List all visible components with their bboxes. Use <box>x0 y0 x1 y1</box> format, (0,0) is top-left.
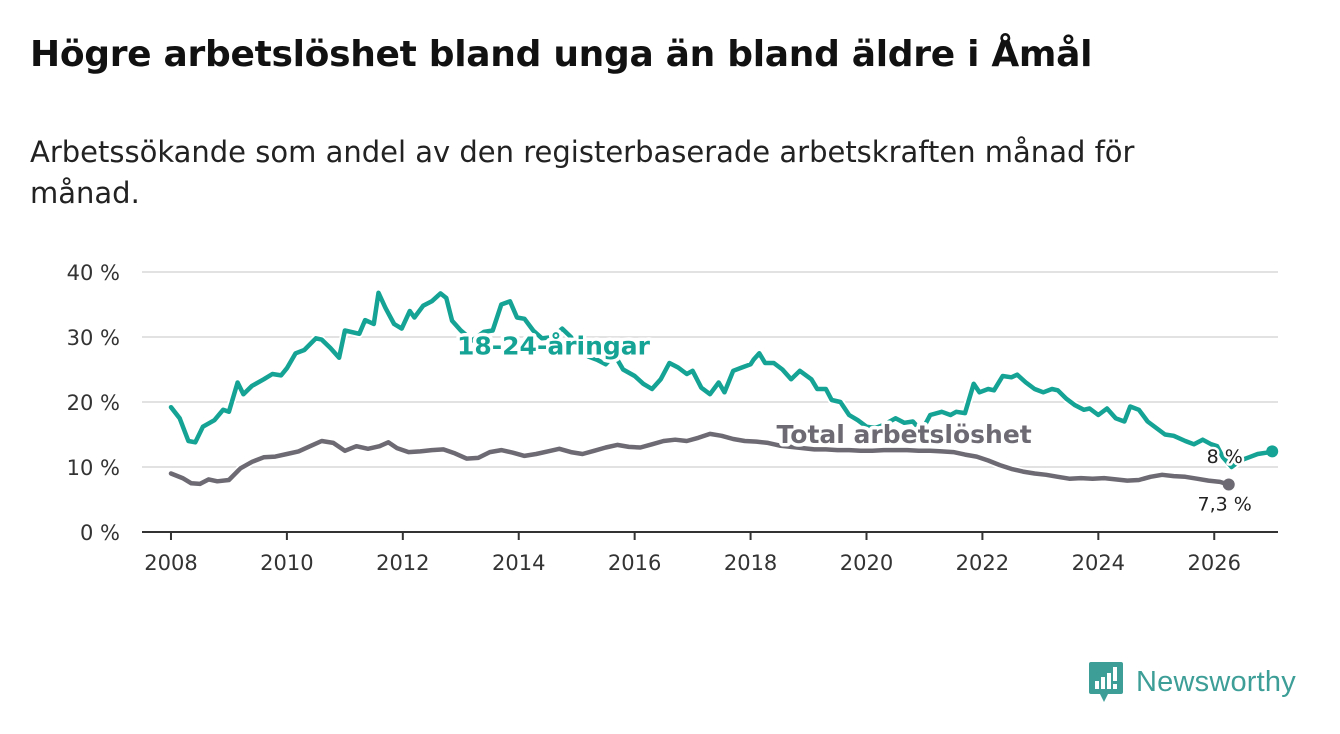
y-tick-label: 10 % <box>67 456 120 480</box>
x-tick-label: 2010 <box>260 551 313 575</box>
series-line <box>168 431 1231 487</box>
series-labels: 18-24-åringar Total arbetslöshet 8 % 7,3 % <box>454 328 1255 518</box>
brand-name: Newsworthy <box>1136 665 1296 698</box>
x-tick-label: 2008 <box>144 551 197 575</box>
series-end-point <box>1266 445 1279 458</box>
x-tick-label: 2014 <box>492 551 545 575</box>
x-tick-label: 2016 <box>608 551 661 575</box>
x-tick-label: 2024 <box>1072 551 1125 575</box>
series-end-label: 8 % <box>1207 446 1243 468</box>
series-line <box>168 290 1275 470</box>
x-tick-label: 2026 <box>1188 551 1241 575</box>
x-tick-label: 2018 <box>724 551 777 575</box>
series-lines <box>167 288 1279 491</box>
gridlines <box>142 271 1278 468</box>
newsworthy-logo-icon <box>1089 662 1123 702</box>
chart-subtitle: Arbetssökande som andel av den registerb… <box>30 135 1135 210</box>
y-tick-label: 40 % <box>67 261 120 285</box>
x-tick-label: 2020 <box>840 551 893 575</box>
series-end-point <box>1222 478 1235 491</box>
series-end-label: 7,3 % <box>1198 494 1252 516</box>
y-tick-label: 20 % <box>67 391 120 415</box>
y-tick-label: 30 % <box>67 326 120 350</box>
x-tick-label: 2022 <box>956 551 1009 575</box>
series-name-label: 18-24-åringar <box>457 332 651 361</box>
chart-title: Högre arbetslöshet bland unga än bland ä… <box>30 34 1093 75</box>
series-name-label: Total arbetslöshet <box>777 420 1032 449</box>
y-tick-label: 0 % <box>80 521 120 545</box>
x-tick-label: 2012 <box>376 551 429 575</box>
axes: 0 % 10 % 20 % 30 % 40 % 2008 2010 2012 2014 2016 2… <box>67 261 1278 575</box>
line-chart: 0 % 10 % 20 % 30 % 40 % 2008 2010 2012 2014 2016 2… <box>67 261 1279 575</box>
brand: Newsworthy <box>1088 660 1296 704</box>
